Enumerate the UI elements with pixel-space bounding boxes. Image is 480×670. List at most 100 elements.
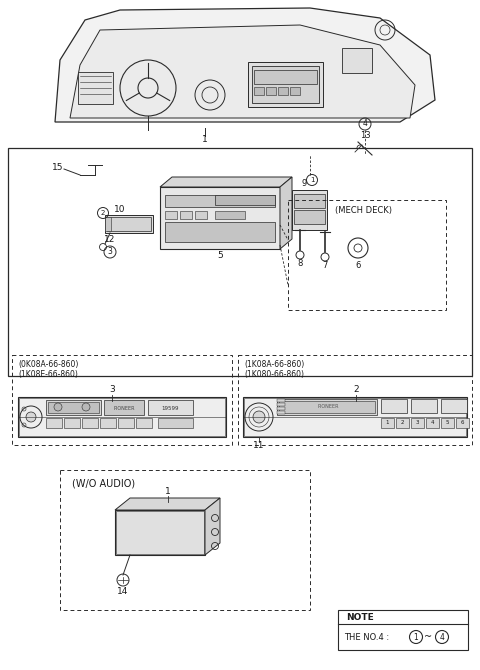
Bar bbox=[158, 418, 193, 428]
Bar bbox=[107, 217, 151, 231]
Bar bbox=[294, 210, 325, 224]
Bar bbox=[160, 187, 280, 249]
Bar bbox=[411, 418, 424, 428]
Bar bbox=[338, 610, 468, 650]
Bar bbox=[278, 87, 288, 95]
Text: 1: 1 bbox=[165, 488, 171, 496]
Bar bbox=[426, 418, 439, 428]
Bar bbox=[19, 398, 225, 436]
Bar bbox=[266, 87, 276, 95]
Text: PIONEER: PIONEER bbox=[317, 405, 339, 409]
Bar bbox=[244, 398, 466, 436]
Bar bbox=[165, 195, 275, 207]
Bar bbox=[18, 397, 226, 437]
Bar bbox=[279, 401, 375, 413]
Text: THE NO.4 :: THE NO.4 : bbox=[344, 632, 389, 641]
Bar bbox=[64, 418, 80, 428]
Bar bbox=[411, 399, 437, 413]
Bar bbox=[290, 87, 300, 95]
Bar bbox=[46, 418, 62, 428]
Bar bbox=[180, 211, 192, 219]
Bar bbox=[105, 217, 111, 231]
Text: 5: 5 bbox=[217, 251, 223, 259]
Bar bbox=[456, 418, 469, 428]
Text: 6: 6 bbox=[355, 261, 360, 269]
Text: 19599: 19599 bbox=[161, 405, 179, 411]
Bar bbox=[165, 222, 275, 242]
Polygon shape bbox=[280, 177, 292, 249]
Text: NOTE: NOTE bbox=[346, 612, 374, 622]
Bar bbox=[215, 211, 245, 219]
Text: 9: 9 bbox=[301, 178, 307, 188]
Bar bbox=[254, 70, 317, 84]
Bar bbox=[277, 411, 285, 414]
Polygon shape bbox=[55, 8, 435, 122]
Text: 7: 7 bbox=[322, 261, 328, 269]
Circle shape bbox=[82, 403, 90, 411]
Text: (0K08A-66-860): (0K08A-66-860) bbox=[18, 360, 78, 369]
Bar bbox=[277, 399, 285, 402]
Text: 15: 15 bbox=[52, 163, 63, 172]
Polygon shape bbox=[205, 498, 220, 555]
Bar bbox=[136, 418, 152, 428]
Bar bbox=[277, 407, 285, 410]
Circle shape bbox=[54, 403, 62, 411]
Text: (1K08E-66-860): (1K08E-66-860) bbox=[18, 371, 78, 379]
Text: 4: 4 bbox=[362, 119, 367, 129]
Text: 12: 12 bbox=[104, 235, 116, 245]
Circle shape bbox=[26, 412, 36, 422]
Text: 3: 3 bbox=[109, 385, 115, 393]
Text: 13: 13 bbox=[360, 131, 370, 139]
Text: 1: 1 bbox=[202, 135, 208, 145]
Circle shape bbox=[253, 411, 265, 423]
Text: 10: 10 bbox=[114, 204, 126, 214]
Bar bbox=[441, 418, 454, 428]
Text: (1K08A-66-860): (1K08A-66-860) bbox=[244, 360, 304, 369]
Text: 6: 6 bbox=[460, 421, 464, 425]
Text: 3: 3 bbox=[415, 421, 419, 425]
Bar bbox=[381, 399, 407, 413]
Bar bbox=[165, 211, 177, 219]
Text: 8: 8 bbox=[297, 259, 303, 267]
Bar bbox=[82, 418, 98, 428]
Text: 1: 1 bbox=[414, 632, 419, 641]
Text: 1: 1 bbox=[385, 421, 389, 425]
Bar bbox=[8, 148, 472, 376]
Bar bbox=[118, 418, 134, 428]
Bar bbox=[396, 418, 409, 428]
Bar bbox=[104, 400, 144, 415]
Text: ~: ~ bbox=[424, 632, 432, 642]
Text: (1K080-66-860): (1K080-66-860) bbox=[244, 371, 304, 379]
Bar bbox=[243, 397, 467, 437]
Bar bbox=[116, 511, 204, 554]
Bar bbox=[195, 211, 207, 219]
Text: 1: 1 bbox=[310, 177, 314, 183]
Bar bbox=[105, 215, 153, 233]
Text: 2: 2 bbox=[400, 421, 404, 425]
Bar bbox=[292, 190, 327, 230]
Text: 4: 4 bbox=[440, 632, 444, 641]
Bar bbox=[46, 400, 101, 415]
Text: (MECH DECK): (MECH DECK) bbox=[335, 206, 392, 216]
Text: 14: 14 bbox=[117, 588, 129, 596]
Bar bbox=[252, 66, 319, 103]
Text: 11: 11 bbox=[253, 440, 265, 450]
Polygon shape bbox=[70, 25, 415, 118]
Text: 3: 3 bbox=[108, 247, 112, 257]
Bar bbox=[100, 418, 116, 428]
Bar bbox=[148, 400, 193, 415]
Bar bbox=[294, 194, 325, 208]
Bar bbox=[215, 195, 275, 205]
Text: 5: 5 bbox=[445, 421, 449, 425]
Polygon shape bbox=[115, 498, 220, 510]
Text: 2: 2 bbox=[353, 385, 359, 393]
Bar bbox=[78, 72, 113, 104]
Text: PIONEER: PIONEER bbox=[113, 405, 135, 411]
Polygon shape bbox=[160, 177, 292, 187]
Bar bbox=[115, 510, 205, 555]
Bar bbox=[441, 399, 467, 413]
Bar bbox=[277, 399, 377, 415]
Text: 2: 2 bbox=[101, 210, 105, 216]
Bar bbox=[48, 402, 99, 413]
Bar bbox=[248, 62, 323, 107]
